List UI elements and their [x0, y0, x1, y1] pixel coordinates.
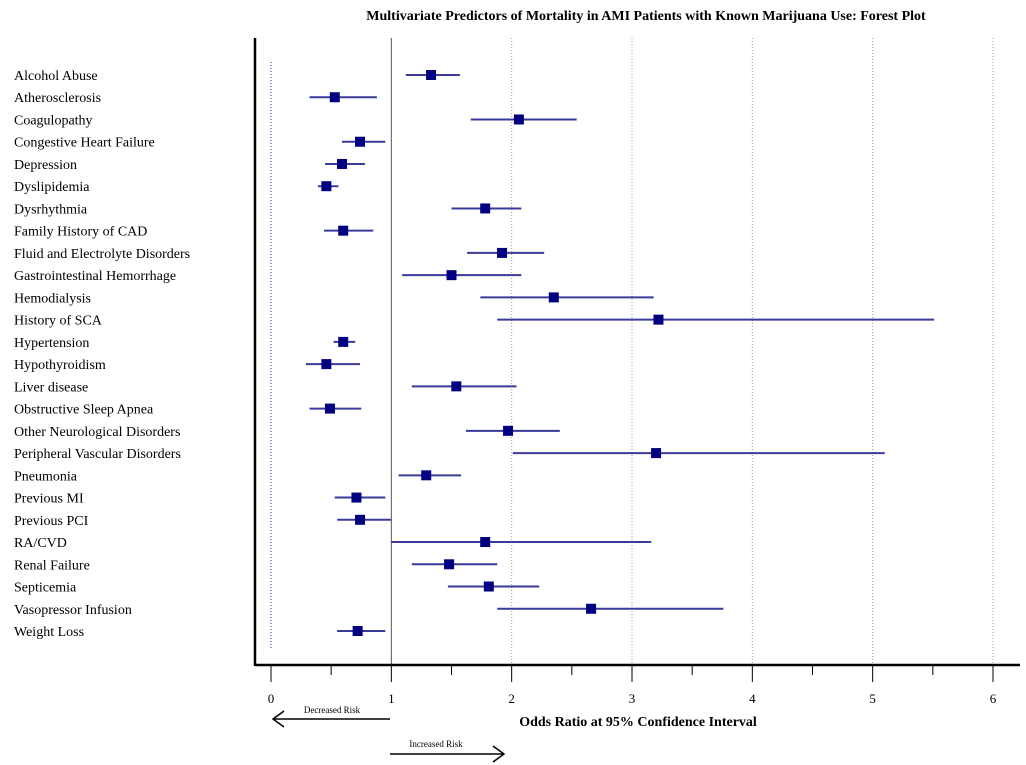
- forest-row: Coagulopathy: [14, 113, 577, 128]
- forest-row: Previous PCI: [14, 514, 392, 529]
- odds-ratio-marker: [513, 114, 524, 125]
- category-label: Pneumonia: [14, 469, 78, 484]
- decreased-risk-label: Decreased Risk: [304, 705, 361, 715]
- forest-row: Family History of CAD: [14, 225, 374, 240]
- forest-rows: Alcohol Abuse Atherosclerosis Coagulopathy…: [14, 69, 935, 640]
- x-tick-label: 2: [508, 691, 515, 706]
- category-label: Hemodialysis: [14, 291, 91, 306]
- category-label: RA/CVD: [14, 536, 67, 551]
- odds-ratio-marker: [451, 381, 462, 392]
- odds-ratio-marker: [338, 225, 349, 236]
- category-label: Liver disease: [14, 380, 88, 395]
- odds-ratio-marker: [421, 470, 432, 481]
- odds-ratio-marker: [329, 92, 340, 103]
- forest-row: Dyslipidemia: [14, 180, 339, 195]
- odds-ratio-marker: [480, 537, 491, 548]
- chart-title: Multivariate Predictors of Mortality in …: [366, 9, 926, 24]
- forest-row: RA/CVD: [14, 536, 652, 551]
- x-tick-label: 6: [990, 691, 997, 706]
- forest-row: Hypothyroidism: [14, 358, 361, 373]
- category-label: Dysrhythmia: [14, 202, 88, 217]
- odds-ratio-marker: [321, 359, 332, 370]
- x-tick-label: 0: [268, 691, 275, 706]
- odds-ratio-marker: [480, 203, 491, 214]
- increased-risk-annotation: Increased Risk: [390, 739, 506, 763]
- x-tick-label: 5: [869, 691, 876, 706]
- x-tick-label: 1: [388, 691, 395, 706]
- category-label: Weight Loss: [14, 625, 84, 640]
- category-label: Obstructive Sleep Apnea: [14, 403, 154, 418]
- x-tick-label: 4: [749, 691, 756, 706]
- category-label: Peripheral Vascular Disorders: [14, 447, 181, 462]
- forest-row: Fluid and Electrolyte Disorders: [14, 247, 545, 262]
- category-label: Atherosclerosis: [14, 91, 101, 106]
- category-label: Coagulopathy: [14, 113, 93, 128]
- forest-row: Obstructive Sleep Apnea: [14, 403, 362, 418]
- forest-row: History of SCA: [14, 314, 935, 329]
- forest-row: Renal Failure: [14, 558, 498, 573]
- forest-row: Peripheral Vascular Disorders: [14, 447, 885, 462]
- category-label: Previous MI: [14, 492, 84, 507]
- odds-ratio-marker: [653, 314, 664, 325]
- category-label: Gastrointestinal Hemorrhage: [14, 269, 176, 284]
- category-label: Family History of CAD: [14, 225, 147, 240]
- odds-ratio-marker: [426, 70, 437, 80]
- forest-row: Depression: [14, 158, 365, 173]
- forest-row: Weight Loss: [14, 625, 386, 640]
- odds-ratio-marker: [497, 247, 508, 258]
- odds-ratio-marker: [651, 448, 662, 459]
- forest-row: Other Neurological Disorders: [14, 425, 560, 440]
- odds-ratio-marker: [503, 425, 514, 436]
- forest-row: Hypertension: [14, 336, 356, 351]
- forest-row: Pneumonia: [14, 469, 462, 484]
- category-label: History of SCA: [14, 314, 103, 329]
- forest-row: Gastrointestinal Hemorrhage: [14, 269, 522, 284]
- category-label: Septicemia: [14, 581, 77, 596]
- odds-ratio-marker: [336, 158, 347, 169]
- increased-risk-label: Increased Risk: [409, 739, 463, 749]
- category-label: Fluid and Electrolyte Disorders: [14, 247, 190, 262]
- category-label: Dyslipidemia: [14, 180, 90, 195]
- odds-ratio-marker: [444, 559, 455, 570]
- category-label: Congestive Heart Failure: [14, 136, 155, 151]
- odds-ratio-marker: [338, 336, 349, 347]
- forest-row: Hemodialysis: [14, 291, 654, 306]
- odds-ratio-marker: [321, 181, 332, 192]
- x-ticks: 0 1 2 3 4 5 6: [268, 665, 997, 706]
- odds-ratio-marker: [324, 403, 335, 414]
- decreased-risk-arrowhead: [271, 710, 285, 728]
- forest-row: Dysrhythmia: [14, 202, 522, 217]
- category-label: Hypertension: [14, 336, 89, 351]
- axes: [253, 38, 1020, 667]
- category-label: Renal Failure: [14, 558, 90, 573]
- forest-row: Alcohol Abuse: [14, 69, 460, 84]
- forest-row: Septicemia: [14, 581, 540, 596]
- forest-row: Previous MI: [14, 492, 386, 507]
- category-label: Vasopressor Infusion: [14, 603, 132, 618]
- odds-ratio-marker: [483, 581, 494, 592]
- odds-ratio-marker: [355, 136, 366, 147]
- odds-ratio-marker: [355, 514, 366, 525]
- category-label: Hypothyroidism: [14, 358, 106, 373]
- odds-ratio-marker: [351, 492, 362, 503]
- category-label: Other Neurological Disorders: [14, 425, 180, 440]
- decreased-risk-annotation: Decreased Risk: [271, 705, 390, 728]
- odds-ratio-marker: [586, 603, 597, 614]
- increased-risk-arrowhead: [492, 745, 506, 763]
- x-tick-label: 3: [629, 691, 636, 706]
- category-label: Depression: [14, 158, 77, 173]
- grid-lines: [270, 38, 994, 665]
- category-label: Alcohol Abuse: [14, 69, 98, 84]
- odds-ratio-marker: [548, 292, 559, 303]
- x-axis-label: Odds Ratio at 95% Confidence Interval: [519, 715, 757, 730]
- odds-ratio-marker: [446, 270, 457, 281]
- forest-row: Liver disease: [14, 380, 517, 395]
- forest-row: Congestive Heart Failure: [14, 136, 386, 151]
- forest-row: Vasopressor Infusion: [14, 603, 724, 618]
- category-label: Previous PCI: [14, 514, 89, 529]
- odds-ratio-marker: [352, 626, 363, 636]
- forest-row: Atherosclerosis: [14, 91, 377, 106]
